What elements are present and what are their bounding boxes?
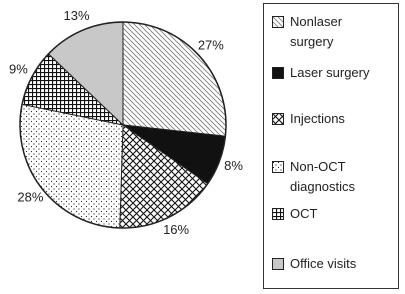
legend-label: Non-OCT diagnostics [290,159,356,194]
legend-swatch-pattern [272,16,284,28]
legend-swatch [272,67,284,79]
legend-swatch [272,208,284,220]
data-label: 9% [9,62,28,77]
pie-slice-pattern [123,22,226,137]
legend-swatch [272,161,284,173]
data-label: 13% [64,8,90,23]
legend-swatch [272,258,284,270]
legend-label: Office visits [290,256,357,271]
data-label: 8% [224,158,243,173]
pie-slice [123,125,226,184]
pie-slice-pattern [19,104,124,228]
legend-swatch [272,113,284,125]
legend-swatch-pattern [272,161,284,173]
legend-item: Office visits [272,254,386,274]
legend-item: Non-OCT diagnostics [272,157,386,197]
legend-item: Injections [272,109,386,129]
legend-swatch-pattern [272,208,284,220]
legend-item: OCT [272,204,386,224]
data-label: 28% [17,190,43,205]
pie-slice-pattern [22,53,124,126]
data-label: 27% [198,38,224,53]
legend-label: Laser surgery [290,65,370,80]
legend-item: Nonlaser surgery [272,12,386,52]
chart: 27% 8% 16% 28% 9% 13% [9,8,243,237]
pie-slice [48,22,123,125]
legend-label: Injections [290,111,345,126]
legend-swatch-fill [272,67,284,79]
legend-swatch [272,16,284,28]
legend-label: Nonlaser surgery [290,14,343,49]
legend: Nonlaser surgery Laser surgery Injections N… [263,3,399,289]
data-label: 16% [163,222,189,237]
pie-slice-pattern [119,125,208,228]
legend-item: Laser surgery [272,63,386,83]
legend-label: OCT [290,206,318,221]
pie-outline [19,21,227,229]
legend-swatch-pattern [272,113,284,125]
legend-swatch-fill [272,258,284,270]
